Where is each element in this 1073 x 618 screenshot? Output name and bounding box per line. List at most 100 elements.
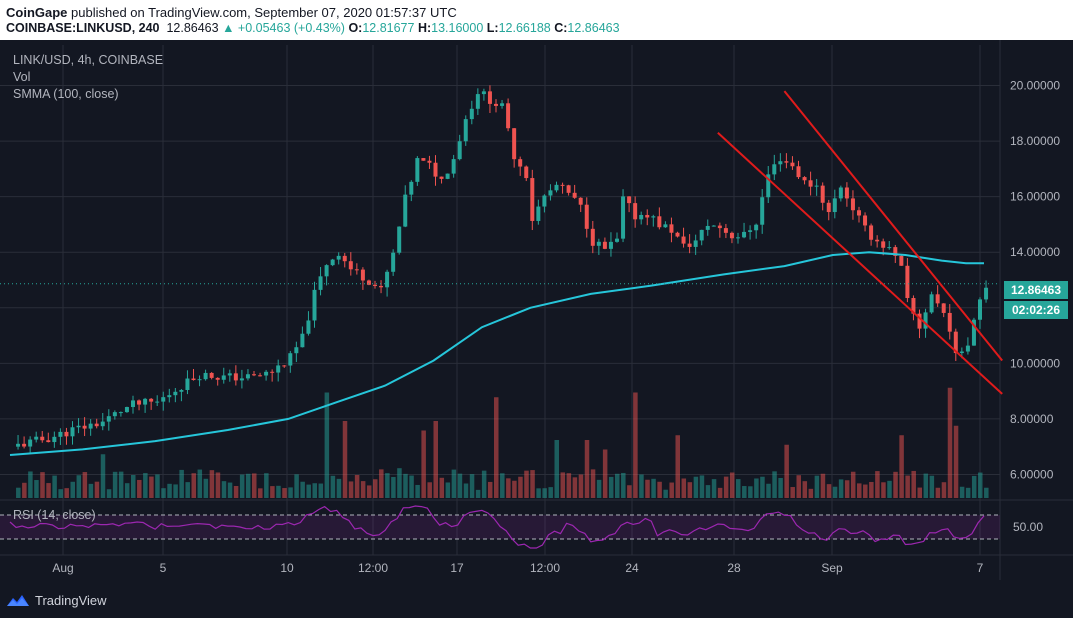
candle-body — [118, 412, 123, 414]
volume-bar — [663, 489, 668, 498]
candle-body — [971, 319, 976, 346]
volume-bar — [929, 475, 935, 498]
candle-body — [227, 373, 232, 376]
ohlc-line: COINBASE:LINKUSD, 240 12.86463 ▲ +0.0546… — [6, 21, 620, 35]
volume-bar — [385, 473, 390, 498]
volume-bar — [191, 473, 196, 498]
current-price-tag: 12.86463 — [1004, 281, 1068, 299]
candle-body — [300, 333, 305, 348]
volume-bar — [875, 471, 880, 498]
candle-body — [197, 379, 202, 381]
candle-body — [481, 91, 486, 95]
candle-body — [276, 365, 281, 373]
candle-body — [494, 103, 498, 106]
candle-body — [602, 241, 607, 249]
volume-bar — [22, 482, 27, 498]
candle-body — [657, 216, 662, 228]
price-tick-label: 8.00000 — [1010, 412, 1054, 426]
volume-bar — [445, 482, 451, 498]
volume-bar — [971, 475, 977, 498]
candle-body — [959, 351, 964, 354]
volume-bar — [481, 470, 487, 498]
volume-bar — [657, 481, 662, 498]
volume-bar — [965, 487, 971, 498]
volume-bar — [167, 483, 172, 498]
candle-body — [46, 440, 51, 443]
channel-line — [783, 90, 1003, 362]
volume-bar — [911, 470, 916, 498]
volume-bar — [439, 477, 445, 498]
price-tick-label: 16.00000 — [1010, 190, 1060, 204]
candle-body — [941, 303, 946, 313]
candle-body — [22, 443, 27, 447]
candle-body — [52, 436, 57, 443]
volume-bar — [905, 475, 910, 498]
tradingview-brand[interactable]: TradingView — [6, 592, 107, 608]
volume-bar — [693, 476, 699, 498]
volume-bar — [318, 483, 324, 498]
volume-bar — [294, 474, 299, 498]
candle-body — [179, 390, 184, 392]
candle-body — [451, 159, 456, 174]
volume-bar — [887, 480, 892, 498]
volume-bar — [984, 487, 989, 498]
candle-body — [681, 236, 686, 244]
time-tick-label: 24 — [625, 561, 639, 575]
open-value: 12.81677 — [362, 21, 415, 35]
candle-body — [360, 269, 365, 281]
volume-bar — [209, 470, 215, 498]
volume-bar — [760, 476, 765, 498]
volume-bar — [512, 480, 517, 498]
volume-bar — [258, 488, 263, 498]
candle-body — [239, 378, 244, 381]
volume-bar — [814, 475, 820, 498]
volume-bar — [34, 480, 39, 498]
volume-bar — [252, 473, 257, 498]
volume-bar — [421, 430, 426, 498]
price-chart[interactable]: 20.00000 18.00000 16.00000 14.00000 10.00000… — [0, 40, 1073, 580]
candle-body — [506, 103, 511, 129]
time-tick-label: 12:00 — [530, 561, 560, 575]
candle-body — [245, 374, 250, 379]
candle-body — [748, 230, 753, 232]
candle-body — [112, 412, 117, 417]
volume-bar — [94, 481, 100, 498]
volume-bar — [46, 483, 51, 498]
publisher-name[interactable]: CoinGape — [6, 5, 68, 20]
candle-body — [264, 371, 269, 376]
candle-body — [512, 128, 517, 160]
smma-legend: SMMA (100, close) — [13, 87, 119, 101]
volume-bar — [264, 473, 269, 498]
candle-body — [342, 255, 347, 262]
candle-body — [306, 320, 311, 334]
candle-body — [596, 241, 601, 246]
time-tick-label: 17 — [450, 561, 464, 575]
candle-body — [40, 436, 45, 441]
volume-bar — [844, 480, 850, 498]
candle-body — [778, 161, 783, 165]
volume-bar — [560, 472, 566, 498]
volume-bar — [978, 472, 983, 498]
volume-bar — [742, 486, 747, 498]
candle-body — [348, 261, 353, 270]
candle-body — [403, 194, 408, 227]
volume-bar — [524, 470, 529, 498]
candle-body — [82, 425, 87, 429]
candle-body — [772, 164, 777, 175]
candle-body — [796, 166, 801, 178]
candle-body — [330, 259, 335, 266]
volume-bar — [173, 484, 178, 498]
high-label: H: — [417, 21, 432, 35]
volume-bar — [88, 483, 94, 498]
candle-body — [723, 228, 728, 233]
volume-bar — [590, 469, 596, 498]
candle-body — [887, 247, 892, 249]
candle-body — [857, 210, 861, 216]
candle-body — [645, 214, 650, 218]
volume-bar — [923, 473, 929, 498]
candle-body — [457, 141, 462, 160]
volume-bar — [312, 483, 317, 498]
time-tick-label: Aug — [52, 561, 73, 575]
publish-info: CoinGape published on TradingView.com, S… — [6, 5, 457, 20]
volume-bar — [675, 435, 680, 498]
